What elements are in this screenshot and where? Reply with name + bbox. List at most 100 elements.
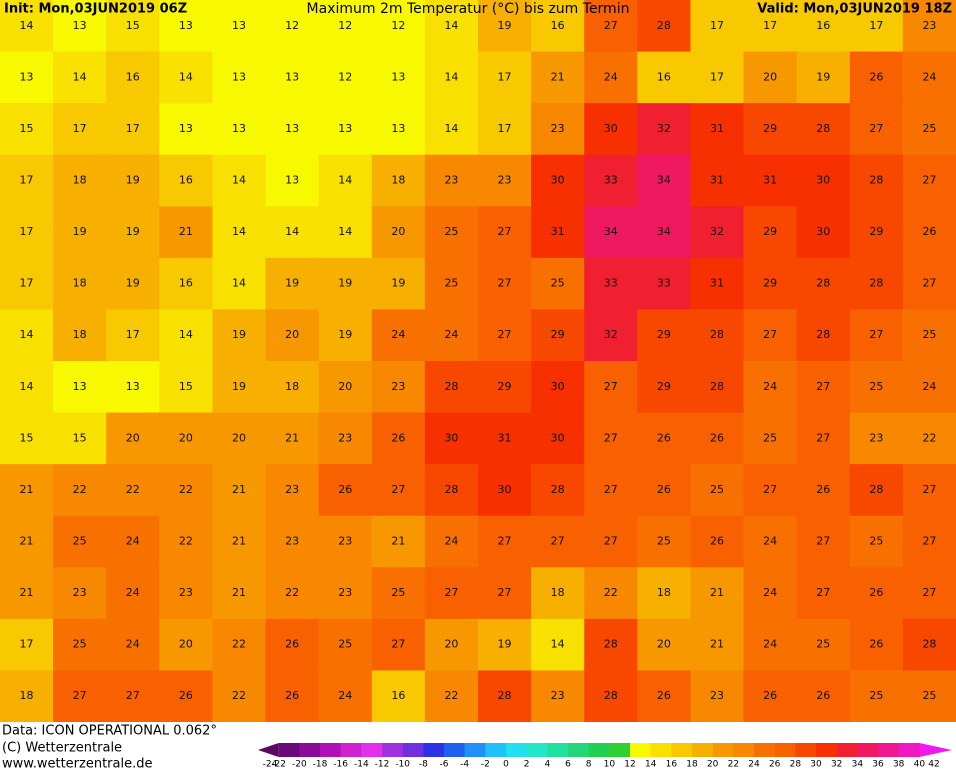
legend-label: 12	[624, 760, 635, 770]
website[interactable]: www.wetterzentrale.de	[2, 757, 152, 772]
legend-label: 10	[604, 760, 616, 770]
temperature-cell	[637, 257, 691, 310]
temperature-cell	[531, 618, 585, 671]
temperature-label: 14	[73, 70, 87, 83]
temperature-cell	[849, 103, 904, 156]
legend-swatch	[340, 743, 362, 757]
temperature-cell	[849, 51, 904, 104]
temperature-cell	[159, 0, 213, 53]
temperature-cell	[265, 206, 320, 259]
temperature-cell	[743, 618, 798, 671]
temperature-label: 27	[391, 638, 405, 651]
temperature-label: 19	[498, 19, 512, 32]
temperature-label: 13	[338, 122, 352, 135]
legend-swatch	[609, 743, 631, 757]
temperature-label: 17	[498, 70, 512, 83]
temperature-label: 17	[73, 122, 87, 135]
temperature-cell	[371, 464, 426, 517]
temperature-label: 25	[816, 638, 830, 651]
temperature-label: 31	[498, 431, 512, 444]
temperature-cell	[849, 515, 904, 568]
temperature-label: 21	[20, 483, 34, 496]
temperature-cell	[849, 567, 904, 620]
temperature-label: 27	[604, 535, 618, 548]
temperature-label: 18	[73, 328, 87, 341]
temperature-cell	[902, 567, 956, 620]
temperature-cell	[159, 618, 213, 671]
temperature-cell	[53, 154, 107, 207]
temperature-cell	[0, 154, 54, 207]
temperature-label: 23	[285, 483, 299, 496]
temperature-cell	[212, 670, 267, 723]
temperature-label: 24	[763, 380, 777, 393]
temperature-cell	[531, 361, 585, 414]
temperature-cell	[849, 412, 904, 465]
temperature-label: 34	[604, 225, 618, 238]
temperature-label: 16	[816, 19, 830, 32]
legend-label: -16	[333, 760, 348, 770]
temperature-cell	[690, 51, 745, 104]
temperature-cell	[265, 103, 320, 156]
temperature-cell	[584, 464, 638, 517]
legend-swatch	[795, 743, 817, 757]
temperature-label: 12	[338, 70, 352, 83]
temperature-cell	[584, 206, 638, 259]
temperature-label: 17	[710, 19, 724, 32]
temperature-cell	[212, 154, 267, 207]
temperature-cell	[159, 103, 213, 156]
temperature-label: 27	[498, 225, 512, 238]
temperature-cell	[212, 464, 267, 517]
temperature-label: 26	[816, 689, 830, 702]
temperature-cell	[212, 567, 267, 620]
temperature-label: 24	[126, 586, 140, 599]
temperature-label: 13	[179, 19, 193, 32]
temperature-label: 18	[20, 689, 34, 702]
legend-label: 28	[790, 760, 802, 770]
temperature-cell	[584, 103, 638, 156]
temperature-cell	[849, 361, 904, 414]
temperature-label: 29	[657, 380, 671, 393]
temperature-cell	[637, 361, 691, 414]
temperature-label: 28	[657, 19, 671, 32]
temperature-label: 17	[498, 122, 512, 135]
temperature-label: 14	[444, 70, 458, 83]
legend-swatch	[630, 743, 651, 757]
temperature-cell	[0, 361, 54, 414]
copyright: (C) Wetterzentrale	[2, 741, 122, 756]
temperature-cell	[318, 412, 373, 465]
temperature-label: 21	[232, 586, 246, 599]
temperature-cell	[902, 0, 956, 53]
temperature-cell	[371, 206, 426, 259]
temperature-cell	[743, 361, 798, 414]
temperature-cell	[796, 154, 851, 207]
temperature-cell	[424, 206, 479, 259]
temperature-cell	[849, 309, 904, 362]
temperature-label: 13	[285, 122, 299, 135]
temperature-cell	[584, 515, 638, 568]
temperature-cell	[424, 257, 479, 310]
temperature-cell	[159, 51, 213, 104]
temperature-cell	[318, 515, 373, 568]
legend-swatch	[547, 743, 569, 757]
temperature-cell	[159, 567, 213, 620]
temperature-cell	[796, 670, 851, 723]
temperature-cell	[265, 412, 320, 465]
temperature-label: 22	[444, 689, 458, 702]
temperature-label: 17	[20, 174, 34, 187]
temperature-label: 27	[922, 277, 936, 290]
temperature-label: 28	[604, 689, 618, 702]
temperature-label: 20	[285, 328, 299, 341]
temperature-label: 25	[922, 122, 936, 135]
temperature-label: 25	[710, 483, 724, 496]
temperature-cell	[159, 412, 213, 465]
temperature-label: 25	[551, 277, 565, 290]
temperature-label: 26	[285, 689, 299, 702]
temperature-label: 24	[604, 70, 618, 83]
temperature-cell	[53, 618, 107, 671]
temperature-label: 14	[20, 328, 34, 341]
temperature-cell	[106, 670, 160, 723]
temperature-label: 27	[816, 535, 830, 548]
legend-label: 36	[872, 760, 884, 770]
